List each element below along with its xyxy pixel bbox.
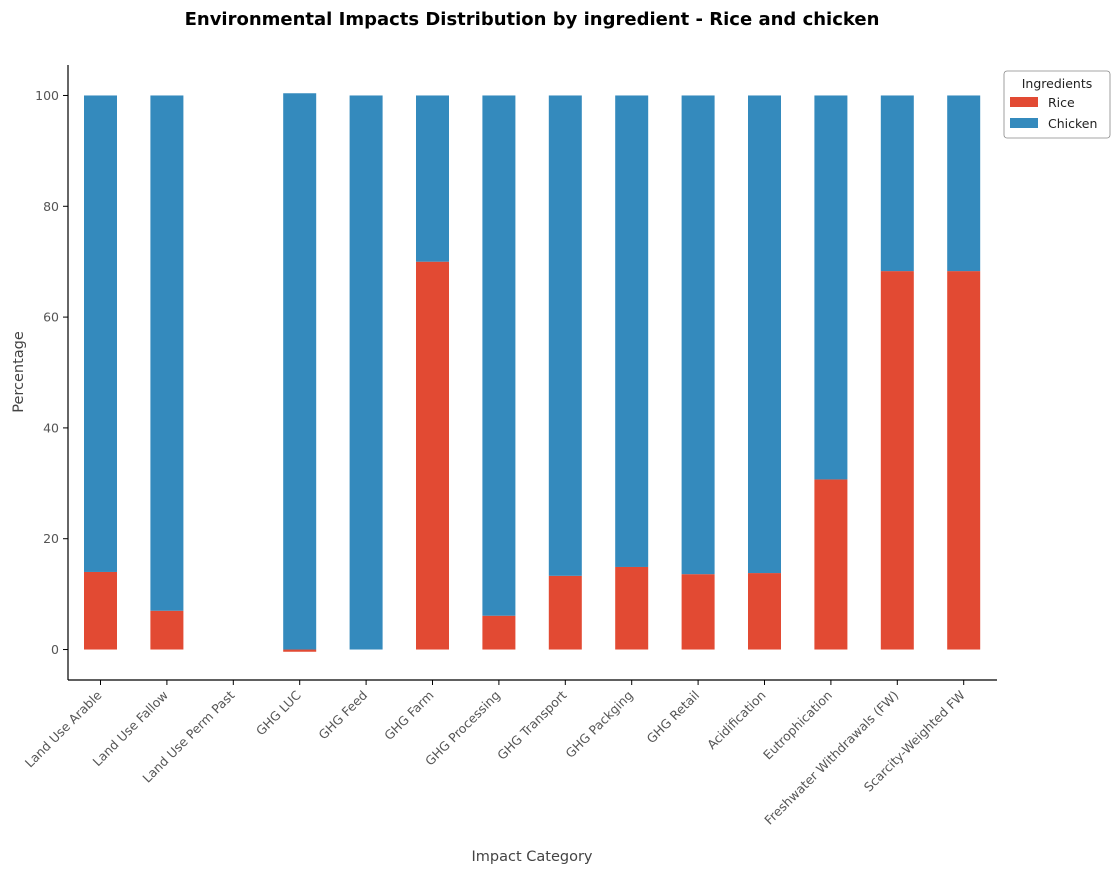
- y-tick-label: 100: [35, 88, 59, 103]
- x-tick-label: GHG Packging: [562, 688, 635, 761]
- bar-rice-11: [814, 479, 848, 650]
- bar-chicken-8: [615, 95, 649, 567]
- bar-chicken-13: [947, 95, 981, 272]
- bar-rice-0: [84, 571, 117, 650]
- bar-chicken-3: [283, 93, 317, 650]
- legend-swatch-rice: [1010, 97, 1038, 107]
- chart-title: Environmental Impacts Distribution by in…: [185, 9, 880, 30]
- bar-rice-12: [880, 271, 914, 650]
- x-tick-label: GHG LUC: [253, 687, 304, 738]
- bar-chicken-7: [548, 95, 582, 576]
- y-tick-label: 80: [43, 199, 59, 214]
- bars-layer: [84, 93, 981, 652]
- bar-rice-10: [748, 573, 781, 650]
- bar-chicken-11: [814, 95, 848, 480]
- bar-rice-1: [150, 610, 184, 650]
- bar-chicken-10: [748, 95, 781, 574]
- bar-rice-13: [947, 271, 981, 650]
- bar-chicken-9: [681, 95, 715, 575]
- y-tick-label: 0: [51, 642, 59, 657]
- bar-rice-6: [482, 615, 516, 650]
- bar-chicken-5: [416, 95, 449, 262]
- bar-rice-5: [416, 261, 449, 650]
- bar-chicken-4: [349, 95, 383, 650]
- legend-label-chicken: Chicken: [1048, 116, 1097, 131]
- legend-swatch-chicken: [1010, 118, 1038, 128]
- x-tick-label: GHG Retail: [643, 688, 702, 747]
- legend-label-rice: Rice: [1048, 95, 1075, 110]
- bar-chicken-0: [84, 95, 117, 572]
- bar-chicken-1: [150, 95, 184, 611]
- x-tick-label: Freshwater Withdrawals (FW): [761, 688, 901, 828]
- legend-title: Ingredients: [1022, 76, 1093, 91]
- y-tick-label: 60: [43, 310, 59, 325]
- x-axis-label: Impact Category: [472, 849, 593, 865]
- legend: Ingredients Rice Chicken: [1003, 70, 1111, 139]
- x-tick-label: Acidification: [704, 688, 769, 753]
- y-axis-label: Percentage: [11, 331, 27, 413]
- bar-chicken-6: [482, 95, 516, 616]
- axes-layer: [67, 65, 997, 681]
- x-tick-label: Eutrophication: [760, 688, 835, 763]
- x-tick-label: GHG Farm: [381, 688, 437, 744]
- y-tick-label: 40: [43, 420, 59, 435]
- x-tick-label: GHG Feed: [315, 688, 370, 743]
- bar-rice-9: [681, 574, 715, 650]
- bar-rice-7: [548, 575, 582, 650]
- bar-chicken-12: [880, 95, 914, 272]
- x-tick-label: GHG Transport: [494, 687, 569, 762]
- bar-rice-8: [615, 566, 649, 650]
- y-tick-label: 20: [43, 531, 59, 546]
- bar-rice-3: [283, 649, 317, 652]
- y-ticks: 0 20 40 60 80 100: [35, 88, 68, 657]
